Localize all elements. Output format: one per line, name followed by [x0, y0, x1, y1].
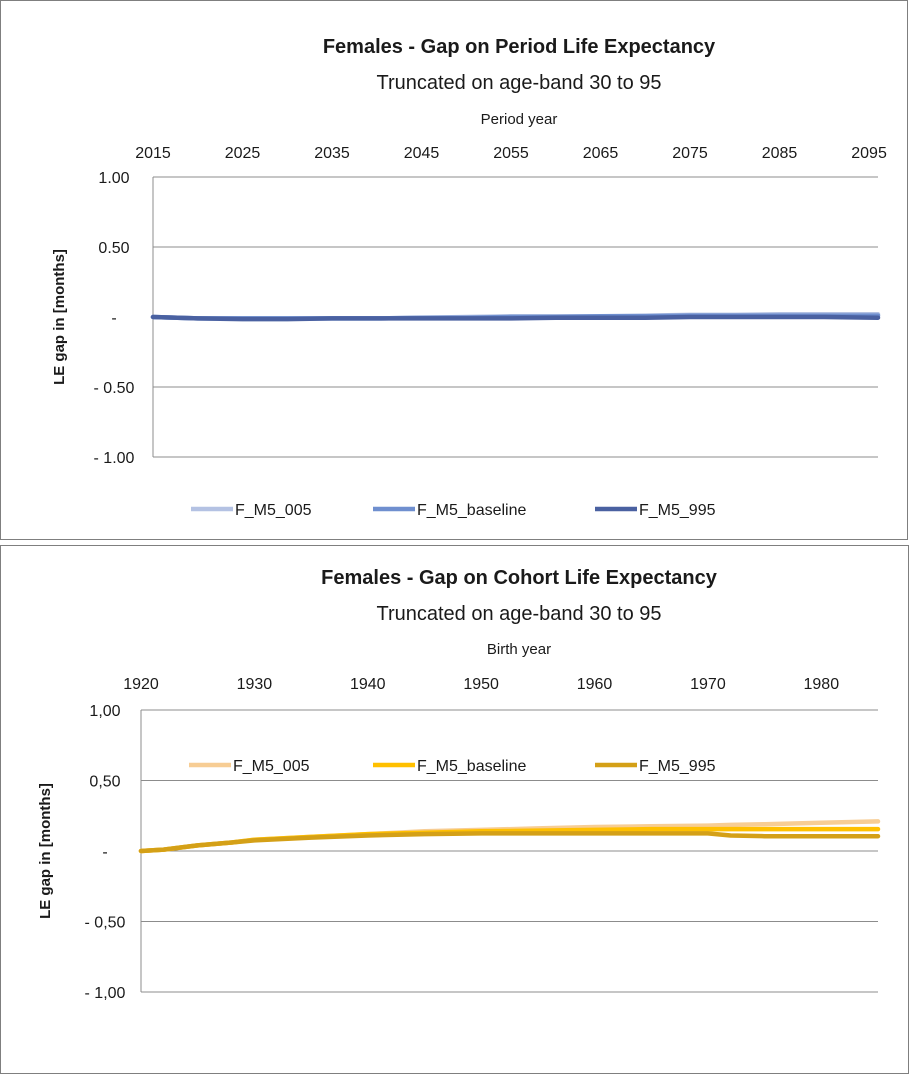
chart-title: Females - Gap on Cohort Life Expectancy — [321, 567, 718, 589]
legend-label: F_M5_005 — [235, 502, 312, 519]
x-tick-label: 1950 — [463, 676, 499, 693]
y-tick-label: - 1.00 — [94, 450, 135, 467]
legend-label: F_M5_995 — [639, 758, 716, 775]
y-tick-label: - — [111, 310, 116, 327]
x-tick-label: 1960 — [577, 676, 613, 693]
chart-title: Females - Gap on Period Life Expectancy — [323, 36, 716, 58]
x-tick-label: 1980 — [804, 676, 840, 693]
series-line-F_M5_995 — [138, 831, 881, 854]
chart-subtitle: Truncated on age-band 30 to 95 — [376, 72, 661, 94]
x-tick-label: 2085 — [762, 145, 798, 162]
y-tick-label: 0,50 — [89, 774, 120, 791]
series-line-F_M5_995 — [150, 314, 881, 322]
y-tick-label: - 0,50 — [85, 915, 126, 932]
y-tick-label: 1,00 — [89, 703, 120, 720]
x-tick-label: 2075 — [672, 145, 708, 162]
x-tick-label: 2025 — [225, 145, 261, 162]
chart-subtitle: Truncated on age-band 30 to 95 — [376, 603, 661, 625]
legend-label: F_M5_baseline — [417, 502, 527, 519]
period-life-expectancy-chart: Females - Gap on Period Life Expectancy T… — [0, 0, 908, 540]
x-tick-label: 1930 — [237, 676, 273, 693]
x-axis-label: Birth year — [487, 641, 551, 658]
x-tick-label: 2065 — [583, 145, 619, 162]
legend-label: F_M5_005 — [233, 758, 310, 775]
x-axis-label: Period year — [481, 111, 558, 128]
x-tick-label: 2055 — [493, 145, 529, 162]
y-tick-label: 0.50 — [98, 240, 129, 257]
y-tick-label: - 0.50 — [94, 380, 135, 397]
y-axis-label: LE gap in [months] — [37, 783, 54, 919]
x-tick-label: 2035 — [314, 145, 350, 162]
period-chart-svg: Females - Gap on Period Life Expectancy T… — [51, 36, 887, 519]
cohort-chart-svg: Females - Gap on Cohort Life Expectancy T… — [37, 567, 881, 1002]
y-tick-label: - — [102, 844, 107, 861]
legend-label: F_M5_995 — [639, 502, 716, 519]
y-axis-label: LE gap in [months] — [51, 249, 68, 385]
y-tick-label: - 1,00 — [85, 985, 126, 1002]
x-tick-label: 2095 — [851, 145, 887, 162]
x-tick-label: 1970 — [690, 676, 726, 693]
cohort-life-expectancy-chart: Females - Gap on Cohort Life Expectancy T… — [0, 545, 909, 1074]
x-tick-label: 2045 — [404, 145, 440, 162]
legend-label: F_M5_baseline — [417, 758, 527, 775]
x-tick-label: 2015 — [135, 145, 171, 162]
y-tick-label: 1.00 — [98, 170, 129, 187]
x-tick-label: 1940 — [350, 676, 386, 693]
x-tick-label: 1920 — [123, 676, 159, 693]
